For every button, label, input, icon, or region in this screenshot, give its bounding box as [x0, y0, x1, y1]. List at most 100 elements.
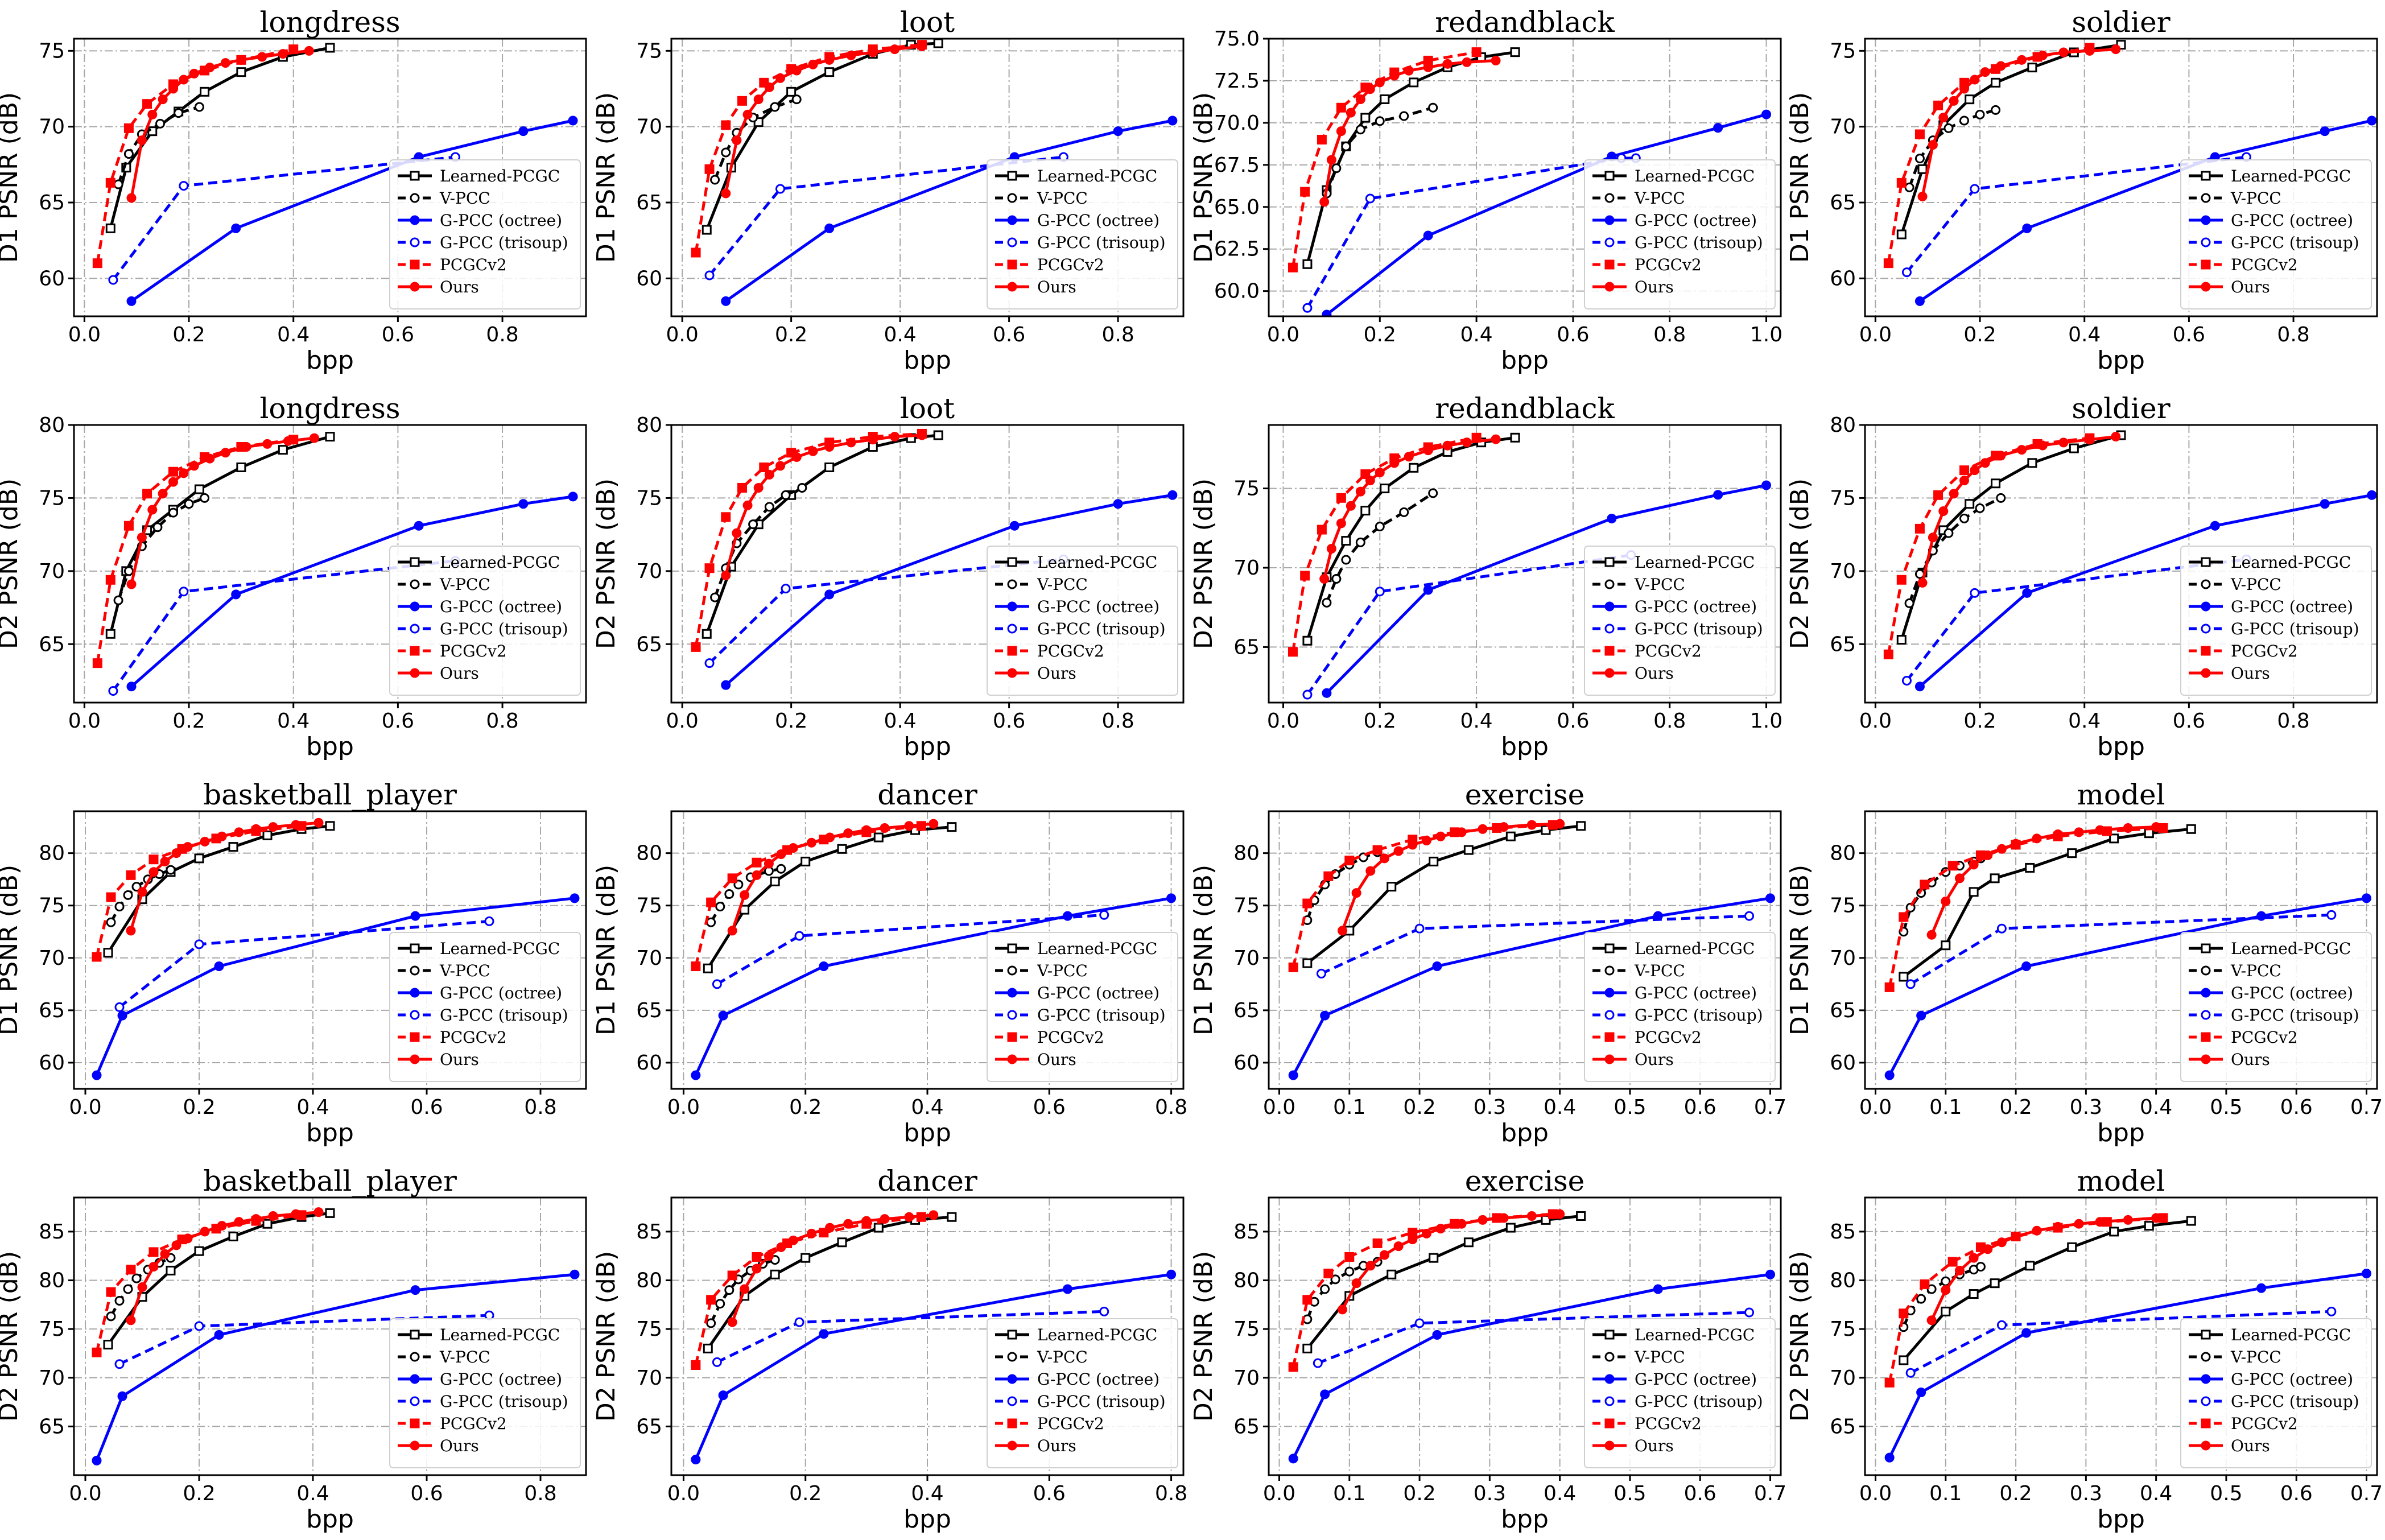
- series-line-ours: [130, 436, 315, 585]
- data-point: [126, 296, 137, 306]
- y-tick-label: 80: [1830, 842, 1856, 865]
- legend-marker: [2201, 1054, 2211, 1064]
- legend-label: G-PCC (trisoup): [1635, 620, 1763, 638]
- legend-marker: [1007, 1032, 1017, 1042]
- data-point: [570, 1269, 580, 1279]
- legend: Learned-PCGC V-PCC G-PCC (octree) G-PCC (tr…: [987, 1318, 1178, 1468]
- data-point: [786, 86, 797, 97]
- data-point: [174, 108, 184, 118]
- legend-label: Learned-PCGC: [1635, 1326, 1755, 1344]
- data-point: [1765, 893, 1776, 903]
- data-point: [781, 490, 791, 500]
- data-point: [1983, 850, 1993, 860]
- data-point: [1959, 84, 1969, 94]
- legend-label: PCGCv2: [1635, 255, 1702, 274]
- legend-label: V-PCC: [439, 1348, 490, 1366]
- series-line-pcgcv2: [1888, 1216, 2164, 1383]
- plot-frame: [73, 424, 587, 704]
- y-tick-label: 70: [1233, 556, 1260, 580]
- plot-frame: [1268, 1196, 1782, 1476]
- x-tick-label: 0.8: [1101, 709, 1134, 733]
- data-point: [1884, 1070, 1895, 1080]
- x-axis-label: bpp: [2097, 346, 2145, 375]
- legend: Learned-PCGC V-PCC G-PCC (octree) G-PCC (tr…: [389, 1318, 581, 1468]
- legend-label: G-PCC (trisoup): [1635, 233, 1763, 252]
- data-point: [873, 832, 884, 843]
- data-point: [2320, 499, 2330, 509]
- data-point: [1423, 62, 1433, 72]
- data-point: [106, 917, 116, 927]
- chart-panel-5: 0.0 0.2 0.4 0.6 0.8 65 70 75 80 longdress bpp D2 PS…: [0, 392, 587, 761]
- data-point: [106, 1287, 116, 1297]
- legend-marker: [1604, 668, 1615, 678]
- data-point: [1288, 1362, 1298, 1372]
- x-tick-label: 0.0: [1267, 709, 1299, 733]
- data-point: [691, 1360, 701, 1370]
- legend-marker: [410, 988, 420, 998]
- data-point: [742, 109, 753, 119]
- data-point: [1344, 856, 1355, 866]
- data-point: [105, 177, 115, 188]
- data-point: [1926, 930, 1937, 940]
- legend-box: [2180, 159, 2372, 309]
- chart-title: model: [2077, 778, 2165, 811]
- data-point: [179, 468, 189, 478]
- data-point: [1883, 258, 1893, 269]
- x-tick-label: 0.1: [1929, 1482, 1962, 1505]
- data-point: [1965, 94, 1975, 105]
- legend: Learned-PCGC V-PCC G-PCC (octree) G-PCC (tr…: [2180, 159, 2372, 309]
- y-tick-label: 65: [636, 999, 662, 1022]
- y-tick-label: 70: [636, 560, 662, 583]
- chart-panel-8: 0.0 0.2 0.4 0.6 0.8 65 70 75 80 soldier bpp D2 PSNR…: [1785, 392, 2378, 761]
- data-point: [1389, 458, 1400, 468]
- legend-label: V-PCC: [1634, 575, 1685, 594]
- legend-marker: [1604, 1374, 1615, 1384]
- data-point: [704, 270, 715, 280]
- legend-label: PCGCv2: [1037, 1028, 1104, 1047]
- data-point: [703, 1343, 713, 1353]
- data-point: [414, 521, 424, 531]
- legend-box: [1584, 546, 1776, 696]
- data-point: [194, 939, 204, 949]
- data-point: [1941, 940, 1951, 951]
- data-point: [126, 682, 137, 692]
- data-point: [824, 462, 835, 472]
- data-point: [1302, 1295, 1313, 1305]
- legend-label: Ours: [2231, 1050, 2270, 1069]
- data-point: [2362, 1269, 2372, 1279]
- legend-marker: [1007, 624, 1017, 634]
- data-point: [724, 1285, 735, 1295]
- data-point: [1300, 571, 1310, 581]
- data-point: [1761, 480, 1772, 490]
- data-point: [137, 135, 147, 146]
- series-line-learned-pcgc: [109, 435, 331, 634]
- legend-label: Ours: [1037, 1050, 1076, 1069]
- legend-label: Learned-PCGC: [2231, 1326, 2351, 1344]
- data-point: [1288, 1454, 1298, 1464]
- x-tick-label: 0.2: [1999, 1096, 2032, 1119]
- legend-marker: [410, 237, 420, 247]
- data-point: [2037, 440, 2048, 451]
- data-point: [278, 445, 288, 455]
- data-point: [1317, 525, 1327, 535]
- data-point: [251, 824, 261, 834]
- data-point: [183, 842, 193, 852]
- x-tick-label: 0.8: [1155, 1482, 1187, 1505]
- legend-marker: [410, 1010, 420, 1020]
- legend-marker: [2201, 282, 2211, 292]
- data-point: [1323, 1269, 1334, 1279]
- data-point: [2022, 223, 2032, 233]
- legend-marker: [1007, 646, 1017, 656]
- data-point: [1372, 845, 1383, 855]
- plot-frame: [670, 424, 1185, 704]
- data-point: [1404, 65, 1414, 76]
- data-point: [2025, 1261, 2035, 1271]
- data-point: [325, 1208, 335, 1218]
- data-point: [824, 55, 835, 65]
- data-point: [1761, 109, 1772, 119]
- chart-title: loot: [900, 6, 955, 39]
- legend-label: Ours: [2231, 278, 2270, 296]
- legend-marker: [1007, 1352, 1017, 1362]
- y-tick-label: 65.0: [1214, 196, 1260, 219]
- y-tick-label: 75.0: [1214, 27, 1260, 51]
